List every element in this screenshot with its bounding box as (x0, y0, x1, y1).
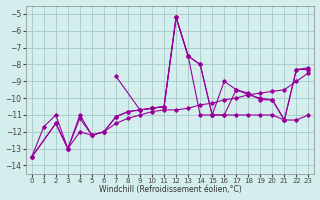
X-axis label: Windchill (Refroidissement éolien,°C): Windchill (Refroidissement éolien,°C) (99, 185, 242, 194)
